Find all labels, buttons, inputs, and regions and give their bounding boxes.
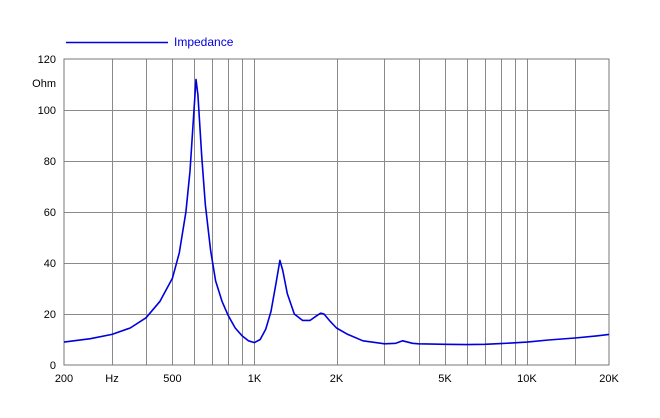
y-tick-label: 100 [38,105,56,117]
x-tick-label: 1K [248,373,262,385]
impedance-line [63,78,610,346]
x-tick-label: 500 [163,373,181,385]
y-tick-label: 0 [50,360,56,372]
plot-frame [63,58,610,366]
legend: Impedance [66,35,234,49]
y-tick-label: 60 [44,207,56,219]
y-tick-label: 120 [38,54,56,66]
legend-label: Impedance [174,35,234,49]
x-tick-label: 2K [330,373,344,385]
y-axis-label: Ohm [32,78,56,90]
axes: 200 500 1K 2K 5K 10K 20K Hz 0 20 40 60 80 100 120 Ohm [32,54,619,385]
x-tick-label: 5K [438,373,452,385]
x-tick-label: 10K [517,373,537,385]
grid [64,59,609,365]
x-axis-label: Hz [105,373,118,385]
y-tick-label: 20 [44,309,56,321]
x-tick-label: 20K [599,373,619,385]
x-tick-label: 200 [55,373,73,385]
y-tick-label: 80 [44,156,56,168]
y-tick-label: 40 [44,258,56,270]
series-layer [63,78,610,346]
